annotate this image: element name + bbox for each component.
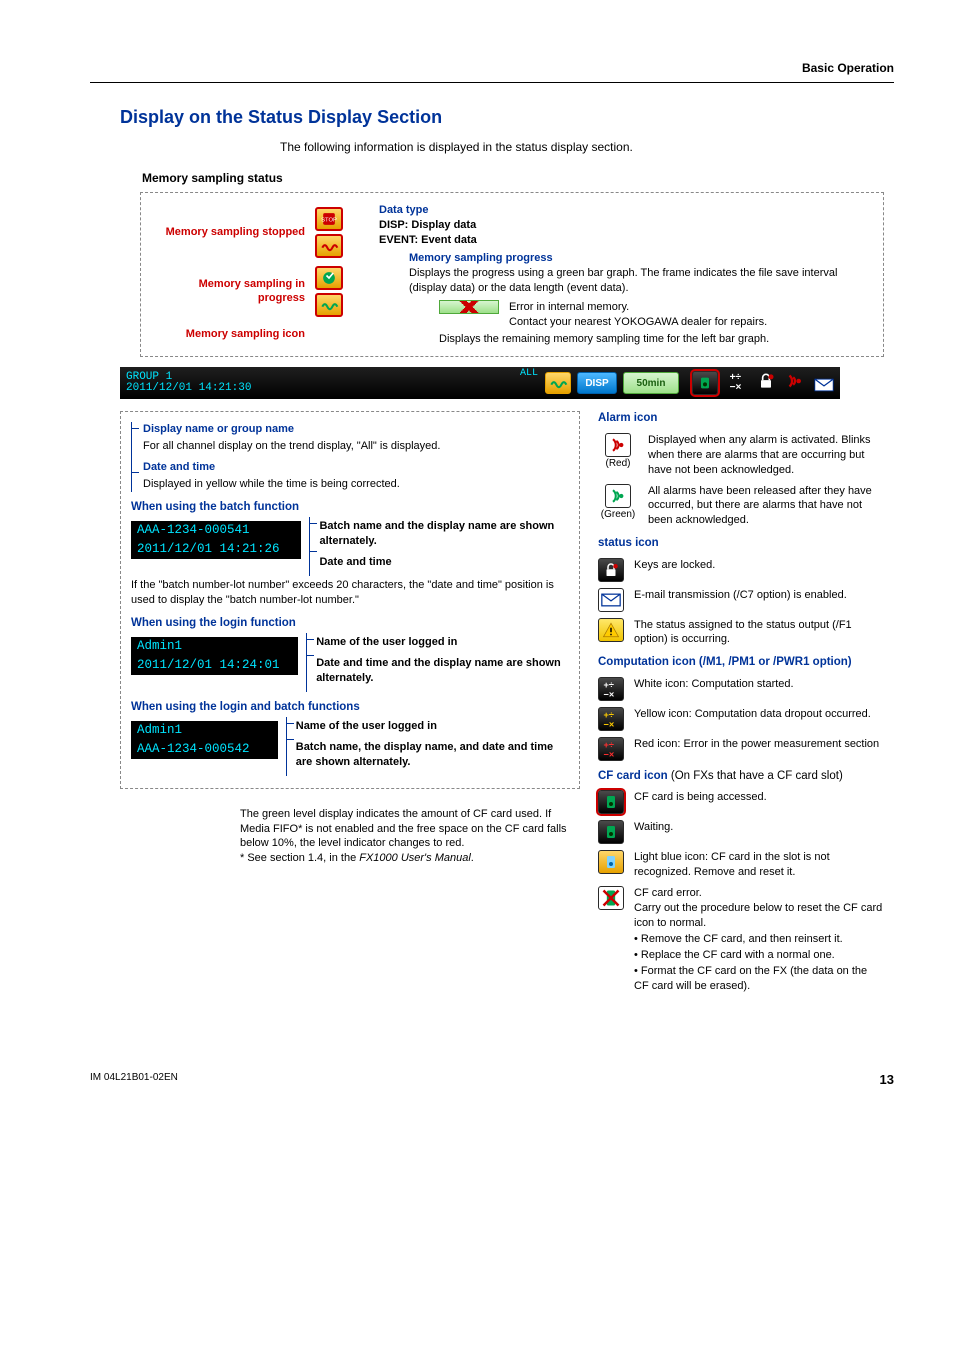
status-heading: status icon [598, 536, 884, 552]
alarm-green-icon [605, 484, 631, 508]
cf-bullet-0: Remove the CF card, and then reinsert it… [634, 932, 884, 947]
batch-heading: When using the batch function [131, 500, 571, 516]
sb-memsamp-icon [545, 372, 571, 394]
batch-cap2: Date and time [319, 555, 571, 570]
batch-lcd1: AAA-1234-000541 [131, 521, 301, 540]
comp-white-txt: White icon: Computation started. [634, 677, 884, 692]
ms-stopped-label: Memory sampling stopped [155, 225, 305, 240]
lock-icon [598, 558, 624, 582]
dispname-title: Display name or group name [143, 422, 571, 437]
warn-txt: The status assigned to the status output… [634, 618, 884, 648]
sb-lock-icon [756, 371, 776, 396]
batch-lcd2: 2011/12/01 14:21:26 [131, 540, 301, 559]
comp-white-icon: +÷−× [598, 677, 624, 701]
sb-alarm-icon [784, 370, 806, 397]
mail-icon [598, 588, 624, 612]
sb-time-chip: 50min [623, 372, 679, 394]
sb-disp-chip: DISP [577, 372, 617, 394]
alarm-heading: Alarm icon [598, 411, 884, 427]
alarm-red-txt: Displayed when any alarm is activated. B… [648, 433, 884, 478]
svg-text:−×: −× [730, 382, 742, 392]
sb-mail-icon [814, 378, 834, 397]
ms-icon-label: Memory sampling icon [155, 327, 305, 342]
cf-bullet-2: Format the CF card on the FX (the data o… [634, 964, 884, 994]
datetime-body: Displayed in yellow while the time is be… [143, 477, 571, 492]
loginbatch-cap1: Name of the user logged in [296, 719, 571, 734]
svg-text:−×: −× [604, 689, 615, 699]
cf-heading: CF card icon (On FXs that have a CF card… [598, 769, 884, 785]
intro-text: The following information is displayed i… [280, 139, 894, 155]
comp-yellow-icon: +÷−× [598, 707, 624, 731]
ms-prog-icon-1 [315, 266, 343, 290]
loginbatch-heading: When using the login and batch functions [131, 700, 571, 716]
cf-access-txt: CF card is being accessed. [634, 790, 884, 805]
mail-txt: E-mail transmission (/C7 option) is enab… [634, 588, 884, 603]
ms-stopped-icon-1: STOP [315, 207, 343, 231]
page-title: Display on the Status Display Section [120, 105, 894, 129]
datatype-disp: DISP: Display data [379, 218, 873, 233]
cf-err-txt: CF card error. Carry out the procedure b… [634, 886, 884, 931]
sb-comp-icon: +÷−× [726, 370, 748, 397]
datatype-event: EVENT: Event data [379, 233, 873, 248]
alarm-green-txt: All alarms have been released after they… [648, 484, 884, 529]
footnote-p2: * See section 1.4, in the FX1000 User's … [240, 851, 580, 866]
warn-icon [598, 618, 624, 642]
alarm-red-cap: (Red) [598, 457, 638, 471]
err-bar-icon [439, 300, 499, 314]
cf-ltblue-icon [598, 850, 624, 874]
cf-err-list: Remove the CF card, and then reinsert it… [634, 932, 884, 993]
ms-progress-label: Memory sampling in progress [155, 277, 305, 307]
ms-stopped-icon-2 [315, 234, 343, 258]
section-header: Basic Operation [90, 60, 894, 83]
login-lcd1: Admin1 [131, 637, 298, 656]
loginbatch-cap2: Batch name, the display name, and date a… [296, 740, 571, 770]
cf-bullet-1: Replace the CF card with a normal one. [634, 948, 884, 963]
cf-err-icon [598, 886, 624, 910]
lock-txt: Keys are locked. [634, 558, 884, 573]
footer-page: 13 [880, 1071, 894, 1089]
memory-status-box: Memory sampling stopped STOP Memory samp… [140, 192, 884, 358]
batch-cap1: Batch name and the display name are show… [319, 519, 571, 549]
login-lcd2: 2011/12/01 14:24:01 [131, 656, 298, 675]
svg-text:−×: −× [604, 749, 615, 759]
datetime-title: Date and time [143, 460, 571, 475]
sb-cf-icon [692, 371, 718, 395]
status-bar: GROUP 1 2011/12/01 14:21:30 ALL DISP 50m… [120, 367, 840, 399]
sb-datetime: 2011/12/01 14:21:30 [126, 383, 251, 395]
svg-text:STOP: STOP [321, 217, 337, 223]
loginbatch-lcd1: Admin1 [131, 721, 278, 740]
ms-prog-icon-2 [315, 293, 343, 317]
alarm-green-cap: (Green) [598, 508, 638, 522]
datatype-title: Data type [379, 203, 873, 218]
dispname-body: For all channel display on the trend dis… [143, 439, 571, 454]
sb-all: ALL [520, 367, 538, 381]
sampprog-line1: Displays the progress using a green bar … [409, 266, 873, 296]
comp-red-txt: Red icon: Error in the power measurement… [634, 737, 884, 752]
batch-note: If the "batch number-lot number" exceeds… [131, 578, 571, 608]
comp-yellow-txt: Yellow icon: Computation data dropout oc… [634, 707, 884, 722]
sampprog-title: Memory sampling progress [409, 251, 873, 266]
footer-doc: IM 04L21B01-02EN [90, 1071, 178, 1089]
comp-heading: Computation icon (/M1, /PM1 or /PWR1 opt… [598, 655, 884, 671]
mem-status-heading: Memory sampling status [142, 170, 894, 186]
login-cap2: Date and time and the display name are s… [316, 656, 571, 686]
cf-wait-txt: Waiting. [634, 820, 884, 835]
alarm-red-icon [605, 433, 631, 457]
cf-access-icon [598, 790, 624, 814]
cf-wait-icon [598, 820, 624, 844]
loginbatch-lcd2: AAA-1234-000542 [131, 740, 278, 759]
sampprog-err: Error in internal memory. Contact your n… [509, 300, 767, 330]
svg-text:−×: −× [604, 719, 615, 729]
sampprog-remain: Displays the remaining memory sampling t… [439, 332, 873, 347]
cf-ltblue-txt: Light blue icon: CF card in the slot is … [634, 850, 884, 880]
login-heading: When using the login function [131, 616, 571, 632]
footnote-p1: The green level display indicates the am… [240, 807, 580, 852]
comp-red-icon: +÷−× [598, 737, 624, 761]
login-cap1: Name of the user logged in [316, 635, 571, 650]
